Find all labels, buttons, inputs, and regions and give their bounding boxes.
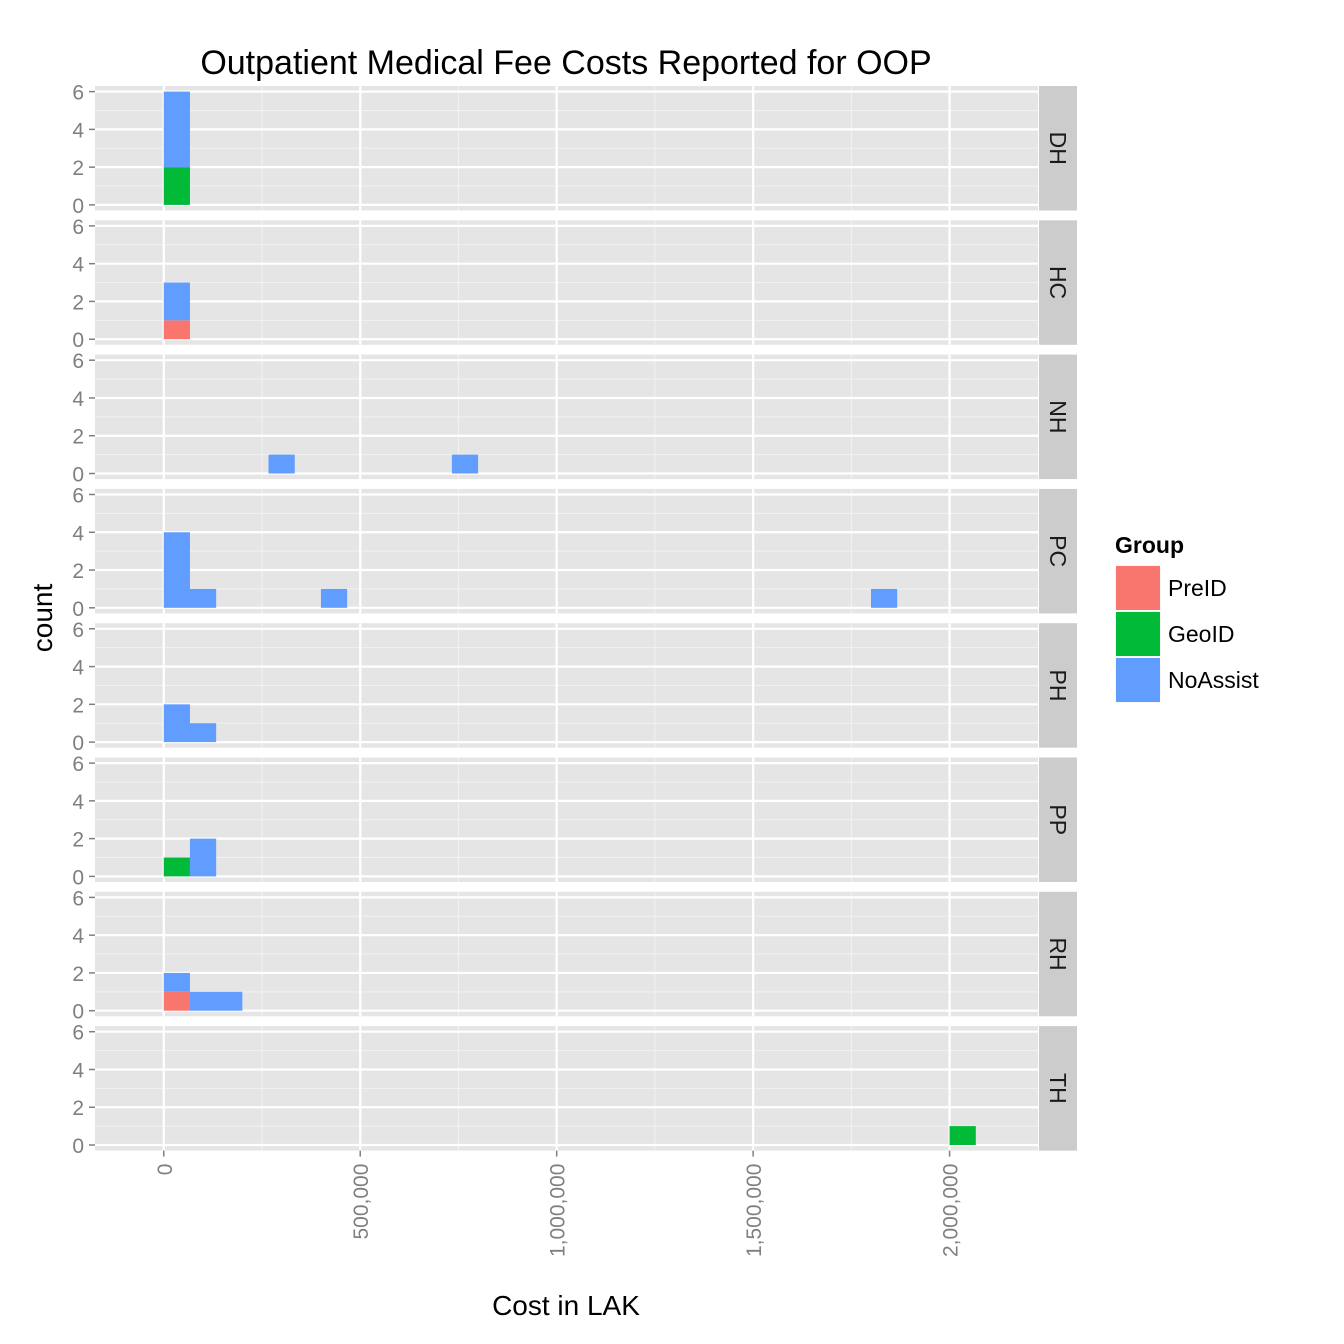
x-axis-label: Cost in LAK bbox=[492, 1290, 640, 1321]
facet-panel-nh: 0 2 4 6 NH bbox=[72, 350, 1077, 487]
y-tick-label: 6 bbox=[72, 216, 84, 239]
facet-panel-th: 0 2 4 6 TH bbox=[72, 1022, 1077, 1158]
y-tick-label: 0 bbox=[72, 195, 84, 218]
y-tick-label: 0 bbox=[72, 464, 84, 487]
y-tick-label: 4 bbox=[72, 522, 84, 545]
bar-pc-2-noassist bbox=[320, 588, 348, 608]
chart-title: Outpatient Medical Fee Costs Reported fo… bbox=[200, 44, 931, 82]
bar-pc-0-noassist bbox=[163, 532, 190, 608]
facet-strip bbox=[1039, 220, 1077, 345]
legend-label-geoid: GeoID bbox=[1168, 621, 1234, 647]
y-tick-label: 2 bbox=[72, 291, 84, 314]
facet-strip bbox=[1039, 86, 1077, 211]
facet-strip-label: PH bbox=[1045, 669, 1071, 701]
y-tick-label: 0 bbox=[72, 732, 84, 755]
bar-hc-0-noassist bbox=[163, 282, 190, 321]
y-tick-label: 4 bbox=[72, 254, 84, 277]
bar-pc-1-noassist bbox=[189, 588, 217, 608]
facet-strip-label: PP bbox=[1045, 804, 1071, 835]
bar-rh-0-preid bbox=[163, 991, 190, 1011]
y-tick-label: 6 bbox=[72, 350, 84, 373]
facet-strip-label: NH bbox=[1045, 400, 1071, 433]
facet-strip-label: TH bbox=[1045, 1073, 1071, 1104]
y-tick-label: 2 bbox=[72, 1097, 84, 1120]
facet-panel-pp: 0 2 4 6 PP bbox=[72, 753, 1077, 889]
x-tick-label: 500,000 bbox=[350, 1164, 373, 1240]
y-tick-label: 0 bbox=[72, 1001, 84, 1024]
bar-pc-3-noassist bbox=[871, 588, 898, 608]
y-tick-label: 6 bbox=[72, 753, 84, 776]
y-tick-label: 4 bbox=[72, 791, 84, 814]
bar-ph-1-noassist bbox=[189, 723, 217, 743]
facet-panel-hc: 0 2 4 6 HC bbox=[72, 216, 1077, 352]
y-tick-label: 6 bbox=[72, 1022, 84, 1045]
facet-strip bbox=[1039, 1026, 1077, 1151]
y-tick-label: 2 bbox=[72, 829, 84, 852]
y-tick-label: 4 bbox=[72, 657, 84, 680]
x-tick-label: 2,000,000 bbox=[940, 1164, 963, 1257]
x-tick-label: 1,500,000 bbox=[743, 1164, 766, 1257]
x-tick-label: 1,000,000 bbox=[547, 1164, 570, 1257]
facet-panels: 0 2 4 6 DH 0 2 4 6 HC 0 2 4 6 NH 0 2 4 6 PC 0 2 4 6 PH 0 2 4 6 PP 0 2 4 6… bbox=[72, 82, 1077, 1158]
bar-nh-1-noassist bbox=[451, 454, 479, 474]
bar-rh-1-noassist bbox=[189, 991, 243, 1011]
y-tick-label: 4 bbox=[72, 925, 84, 948]
x-tick-label: 0 bbox=[154, 1164, 177, 1176]
y-tick-label: 2 bbox=[72, 963, 84, 986]
y-tick-label: 6 bbox=[72, 485, 84, 508]
legend-label-noassist: NoAssist bbox=[1168, 667, 1259, 693]
facet-strip-label: RH bbox=[1045, 937, 1071, 970]
legend-title: Group bbox=[1115, 532, 1184, 558]
bar-ph-0-noassist bbox=[163, 704, 190, 743]
legend-swatch-geoid bbox=[1116, 612, 1160, 656]
facet-strip bbox=[1039, 623, 1077, 748]
facet-panel-dh: 0 2 4 6 DH bbox=[72, 82, 1077, 218]
y-tick-label: 2 bbox=[72, 560, 84, 583]
bar-pp-1-noassist bbox=[189, 838, 217, 877]
y-tick-label: 2 bbox=[72, 157, 84, 180]
y-tick-label: 0 bbox=[72, 329, 84, 352]
bar-nh-0-noassist bbox=[268, 454, 295, 474]
facet-panel-rh: 0 2 4 6 RH bbox=[72, 887, 1077, 1024]
facet-strip-label: DH bbox=[1045, 132, 1071, 165]
y-tick-label: 0 bbox=[72, 866, 84, 889]
bar-rh-0-noassist bbox=[163, 972, 190, 992]
facet-strip bbox=[1039, 757, 1077, 882]
y-tick-label: 4 bbox=[72, 1059, 84, 1082]
x-axis: 0 500,000 1,000,000 1,500,000 2,000,000 bbox=[154, 1150, 963, 1257]
facet-strip bbox=[1039, 891, 1077, 1017]
legend-swatch-preid bbox=[1116, 566, 1160, 610]
y-tick-label: 2 bbox=[72, 694, 84, 717]
y-tick-label: 4 bbox=[72, 388, 84, 411]
legend: Group PreID GeoID NoAssist bbox=[1114, 532, 1259, 704]
facet-strip-label: PC bbox=[1045, 535, 1071, 567]
bar-pp-0-geoid bbox=[163, 857, 190, 877]
facet-panel-ph: 0 2 4 6 PH bbox=[72, 619, 1077, 755]
y-tick-label: 0 bbox=[72, 1135, 84, 1158]
bar-hc-0-preid bbox=[163, 320, 190, 340]
y-tick-label: 6 bbox=[72, 619, 84, 642]
facet-strip bbox=[1039, 354, 1077, 480]
bar-dh-0-geoid bbox=[163, 167, 190, 205]
y-tick-label: 6 bbox=[72, 887, 84, 910]
facet-strip-label: HC bbox=[1045, 266, 1071, 299]
bar-dh-0-noassist bbox=[163, 91, 190, 168]
facet-strip bbox=[1039, 488, 1077, 614]
y-tick-label: 0 bbox=[72, 598, 84, 621]
bar-th-0-geoid bbox=[949, 1126, 976, 1145]
legend-swatch-noassist bbox=[1116, 658, 1160, 702]
y-tick-label: 4 bbox=[72, 119, 84, 142]
y-tick-label: 6 bbox=[72, 82, 84, 105]
facet-panel-pc: 0 2 4 6 PC bbox=[72, 485, 1077, 621]
y-tick-label: 2 bbox=[72, 426, 84, 449]
legend-label-preid: PreID bbox=[1168, 575, 1227, 601]
y-axis-label: count bbox=[27, 584, 58, 653]
